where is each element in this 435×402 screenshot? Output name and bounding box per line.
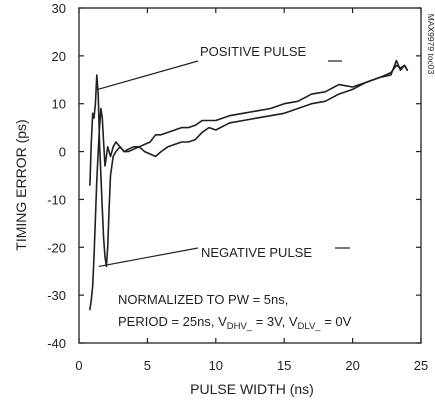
x-tick-label: 15 — [277, 358, 291, 373]
note-text: = 0V — [321, 314, 352, 329]
y-tick-label: -30 — [47, 288, 66, 303]
series-line-negative-pulse — [89, 64, 409, 311]
note-line-2: PERIOD = 25ns, VDHV_ = 3V, VDLV_ = 0V — [118, 314, 352, 332]
y-tick-label: 0 — [59, 145, 66, 160]
y-tick-label: 10 — [52, 97, 66, 112]
y-axis-title: TIMING ERROR (ps) — [13, 119, 29, 250]
x-tick-label: 25 — [414, 358, 428, 373]
x-axis-title: PULSE WIDTH (ns) — [190, 381, 314, 397]
x-tick-label: 5 — [144, 358, 151, 373]
note-subscript: DLV_ — [298, 321, 322, 332]
annotations: POSITIVE PULSE NEGATIVE PULSE NORMALIZED T… — [97, 44, 352, 332]
x-tick-label: 20 — [345, 358, 359, 373]
y-tick-label: -40 — [47, 336, 66, 351]
note-text: = 3V, V — [252, 314, 298, 329]
x-tick-label: 10 — [209, 358, 223, 373]
note-subscript: DHV_ — [227, 321, 253, 332]
positive-pulse-leader — [97, 60, 199, 90]
negative-pulse-label: NEGATIVE PULSE — [201, 245, 312, 260]
axis-ticks: -40 -30 -20 -10 0 10 20 30 0 5 10 15 20 25 — [47, 1, 428, 373]
negative-pulse-leader — [98, 247, 199, 268]
y-tick-label: 30 — [52, 1, 66, 16]
y-tick-label: -20 — [47, 240, 66, 255]
positive-pulse-label: POSITIVE PULSE — [200, 44, 307, 59]
y-tick-label: 20 — [52, 49, 66, 64]
x-tick-label: 0 — [75, 358, 82, 373]
series-line-positive-pulse — [89, 59, 409, 268]
note-text: PERIOD = 25ns, V — [118, 314, 227, 329]
y-tick-label: -10 — [47, 192, 66, 207]
watermark: MAX9979 toc03 — [426, 14, 435, 75]
series-group — [89, 59, 409, 311]
plot-frame — [78, 7, 422, 344]
note-line-1: NORMALIZED TO PW = 5ns, — [118, 292, 288, 307]
